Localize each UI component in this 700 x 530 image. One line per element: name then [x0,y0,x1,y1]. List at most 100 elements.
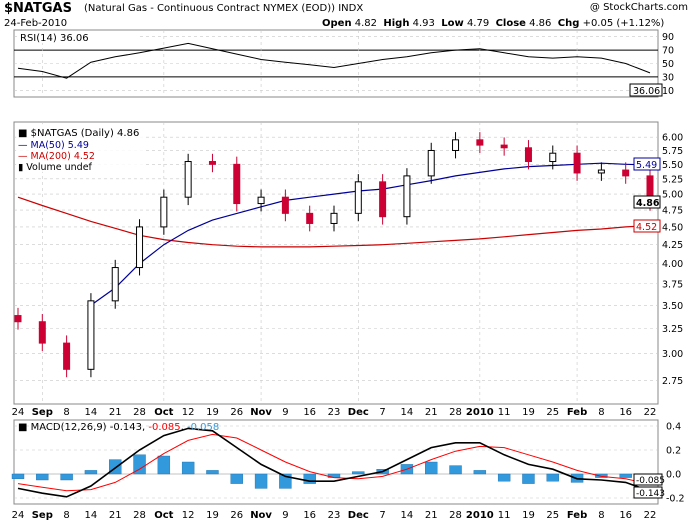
quote-date: 24-Feb-2010 [4,18,68,29]
macd-x-tick-label: Nov [250,510,272,521]
candle-body [111,267,119,302]
candle-body [14,315,22,323]
candle-body [500,144,508,149]
macd-histogram-bar [206,470,219,475]
macd-histogram-bar [522,473,535,484]
ma200-value-box [633,219,661,233]
candle-body [622,169,630,177]
price-x-tick-label: Feb [567,407,587,418]
ticker-symbol: $NATGAS [4,1,72,16]
macd-x-tick-label: 19 [206,510,219,521]
price-x-tick-label: 14 [401,407,414,418]
candle-body [452,139,460,151]
last-price-box [633,195,661,209]
rsi-tick-label: 30 [662,72,674,83]
price-x-tick-label: 7 [379,407,385,418]
price-x-tick-label: 11 [498,407,511,418]
price-x-tick-label: Dec [348,407,369,418]
ma200-value-label: 4.52 [636,222,657,233]
price-tick-label: 5.25 [662,174,683,185]
instrument-description: (Natural Gas - Continuous Contract NYMEX… [84,3,363,14]
macd-signal-box [633,473,663,486]
price-x-tick-label: 28 [449,407,462,418]
price-axis: 6.00 5.75 5.50 5.25 5.00 4.75 4.50 4.25 4.00 3.75… [662,133,683,387]
candle-body [184,161,192,198]
candle-body [524,147,532,163]
candle-body [160,196,168,228]
price-x-tick-label: 23 [328,407,341,418]
candle-body [330,212,338,224]
price-tick-label: 3.25 [662,324,683,335]
price-legend: ■ $NATGAS (Daily) 4.86 — MA(50) 5.49 — M… [16,124,146,173]
ma50-legend: — MA(50) 5.49 [18,140,89,151]
high-value: 4.93 [412,18,435,29]
low-label: Low [441,18,464,29]
rsi-tick-label: 90 [662,32,674,43]
macd-histogram-bar [11,473,25,480]
candle-body [597,169,605,174]
exchange-label: INDX [338,3,364,14]
ma200-line [17,196,651,248]
last-price-label: 4.86 [636,198,660,209]
candle-body [63,342,71,370]
price-x-tick-label: Nov [250,407,272,418]
macd-panel: 0.4 0.2 0.0 -0.2 ■ MACD(12,26,9) -0.143, -0… [11,419,685,521]
rsi-legend-bg [18,31,138,43]
macd-axis: 0.4 0.2 0.0 -0.2 [666,422,685,505]
price-x-tick-label: Oct [154,407,173,418]
macd-value-box [633,486,663,499]
macd-histogram-bar [473,470,487,475]
price-x-tick-label: 21 [109,407,122,418]
macd-x-tick-label: 14 [401,510,414,521]
macd-x-tick-label: 26 [230,510,243,521]
price-panel: 6.00 5.75 5.50 5.25 5.00 4.75 4.50 4.25 4.00 3.75… [12,121,683,418]
price-x-tick-label: 9 [282,407,288,418]
macd-histogram-bar [619,473,632,478]
macd-x-tick-label: 21 [109,510,122,521]
macd-x-tick-label: 28 [133,510,146,521]
rsi-legend: RSI(14) 36.06 [20,33,89,44]
price-x-tick-label: 16 [303,407,316,418]
macd-signal-line [17,433,651,492]
macd-x-tick-label: 23 [328,510,341,521]
macd-histogram-bar [60,473,73,481]
macd-x-tick-label: 14 [85,510,98,521]
macd-x-tick-label: 8 [598,510,604,521]
price-tick-label: 5.75 [662,146,683,157]
price-tick-label: 6.00 [662,133,683,144]
price-tick-label: 4.00 [662,259,683,270]
price-x-tick-label: 19 [206,407,219,418]
rsi-line [17,42,651,79]
macd-histogram-bar [157,455,171,475]
close-value: 4.86 [529,18,552,29]
price-tick-label: 4.25 [662,240,683,251]
candle-body [38,321,46,344]
price-x-tick-label: 8 [598,407,604,418]
price-grid [14,122,658,404]
watermark: @ StockCharts.com [589,2,688,13]
macd-x-tick-label: 16 [619,510,632,521]
ma200-legend: — MA(200) 4.52 [18,151,95,162]
candle-body [87,300,95,370]
price-x-tick-label: 26 [230,407,243,418]
candle-body [257,196,265,205]
price-x-tick-label: 8 [63,407,69,418]
price-tick-label: 5.00 [662,190,683,201]
macd-histogram-bar [497,473,511,482]
macd-histogram-bar [84,470,98,475]
candle-body [306,212,314,224]
price-legend-bg [16,124,146,172]
price-tick-label: 3.75 [662,279,683,290]
candle-body [233,163,241,205]
macd-current-value: -0.143 [636,489,665,499]
macd-tick-label: -0.2 [666,494,685,505]
macd-x-tick-label: 24 [12,510,25,521]
price-x-tick-label: 16 [619,407,632,418]
volume-legend: ▮ Volume undef [18,162,93,173]
price-x-tick-label: Sep [32,407,53,418]
macd-signal-value: -0.085 [636,476,665,486]
candle-body [549,152,557,163]
macd-histogram-bar [546,473,559,482]
macd-x-axis: 24 Sep 8 14 21 28 Oct 12 19 26 Nov 9 16 23 Dec 7 14 21 28 2… [12,510,657,521]
price-tick-label: 3.00 [662,349,683,360]
